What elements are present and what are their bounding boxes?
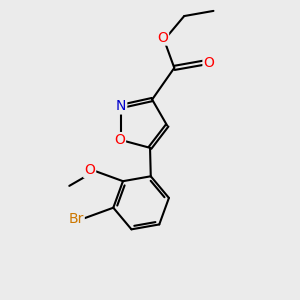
Text: O: O bbox=[114, 133, 125, 147]
Text: N: N bbox=[116, 99, 126, 113]
Text: Br: Br bbox=[68, 212, 84, 226]
Text: O: O bbox=[157, 31, 168, 45]
Text: O: O bbox=[203, 56, 214, 70]
Text: O: O bbox=[84, 163, 95, 177]
